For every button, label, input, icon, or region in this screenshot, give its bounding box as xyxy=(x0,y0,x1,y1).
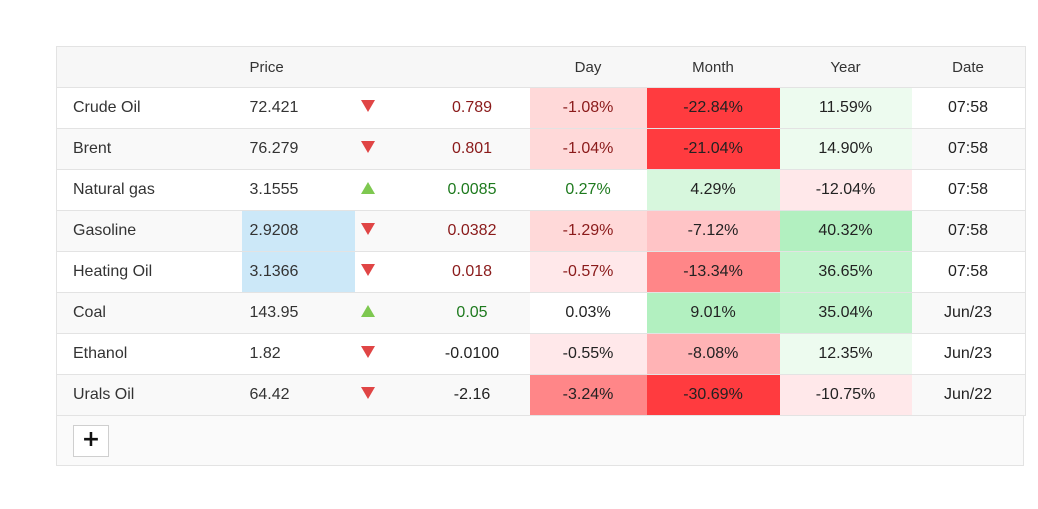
direction-cell xyxy=(354,128,415,170)
triangle-up-icon xyxy=(360,305,375,317)
date-cell: 07:58 xyxy=(911,128,1025,170)
triangle-down-icon xyxy=(360,264,375,276)
commodity-name-link[interactable]: Crude Oil xyxy=(56,87,242,129)
month-percent-cell: -30.69% xyxy=(646,374,780,416)
triangle-down-icon xyxy=(360,223,375,235)
header-change xyxy=(414,46,530,88)
month-percent-cell: -13.34% xyxy=(646,251,780,293)
date-cell: Jun/23 xyxy=(911,333,1025,375)
price-cell: 64.42 xyxy=(241,374,355,416)
date-cell: 07:58 xyxy=(911,251,1025,293)
change-cell: 0.05 xyxy=(414,292,530,334)
table-row[interactable]: Heating Oil 3.1366 0.018 -0.57% -13.34% 36.65… xyxy=(56,251,1025,293)
year-percent-cell: 12.35% xyxy=(779,333,912,375)
year-percent-cell: 11.59% xyxy=(779,87,912,129)
table-row[interactable]: Gasoline 2.9208 0.0382 -1.29% -7.12% 40.32% 07… xyxy=(56,210,1025,252)
date-cell: Jun/23 xyxy=(911,292,1025,334)
header-name xyxy=(56,46,242,88)
price-cell: 2.9208 xyxy=(241,210,355,252)
year-percent-cell: 35.04% xyxy=(779,292,912,334)
table-row[interactable]: Urals Oil 64.42 -2.16 -3.24% -30.69% -10.75% J… xyxy=(56,374,1025,416)
header-date[interactable]: Date xyxy=(911,46,1025,88)
commodity-name-link[interactable]: Gasoline xyxy=(56,210,242,252)
month-percent-cell: -22.84% xyxy=(646,87,780,129)
triangle-down-icon xyxy=(360,387,375,399)
header-price[interactable]: Price xyxy=(241,46,355,88)
header-month[interactable]: Month xyxy=(646,46,780,88)
change-cell: -2.16 xyxy=(414,374,530,416)
table-row[interactable]: Crude Oil 72.421 0.789 -1.08% -22.84% 11.59% 0… xyxy=(56,87,1025,129)
price-cell: 76.279 xyxy=(241,128,355,170)
day-percent-cell: 0.27% xyxy=(529,169,647,211)
date-cell: 07:58 xyxy=(911,169,1025,211)
day-percent-cell: -0.55% xyxy=(529,333,647,375)
year-percent-cell: 40.32% xyxy=(779,210,912,252)
triangle-down-icon xyxy=(360,346,375,358)
direction-cell xyxy=(354,87,415,129)
year-percent-cell: 36.65% xyxy=(779,251,912,293)
commodity-name-link[interactable]: Urals Oil xyxy=(56,374,242,416)
day-percent-cell: -1.04% xyxy=(529,128,647,170)
commodity-name-link[interactable]: Heating Oil xyxy=(56,251,242,293)
change-cell: 0.801 xyxy=(414,128,530,170)
table-header-row: Price Day Month Year Date xyxy=(56,46,1025,88)
commodities-table: Price Day Month Year Date Crude Oil 72.42… xyxy=(56,46,1026,416)
change-cell: 0.0085 xyxy=(414,169,530,211)
change-cell: -0.0100 xyxy=(414,333,530,375)
price-cell: 143.95 xyxy=(241,292,355,334)
price-cell: 3.1555 xyxy=(241,169,355,211)
commodities-table-widget: Price Day Month Year Date Crude Oil 72.42… xyxy=(56,46,1026,466)
year-percent-cell: 14.90% xyxy=(779,128,912,170)
commodity-name-link[interactable]: Coal xyxy=(56,292,242,334)
commodity-name-link[interactable]: Brent xyxy=(56,128,242,170)
direction-cell xyxy=(354,292,415,334)
direction-cell xyxy=(354,210,415,252)
triangle-down-icon xyxy=(360,141,375,153)
add-row-button[interactable]: + xyxy=(73,425,109,457)
change-cell: 0.0382 xyxy=(414,210,530,252)
table-row[interactable]: Natural gas 3.1555 0.0085 0.27% 4.29% -12.04%… xyxy=(56,169,1025,211)
day-percent-cell: -1.08% xyxy=(529,87,647,129)
table-footer: + xyxy=(56,416,1024,466)
direction-cell xyxy=(354,169,415,211)
price-cell: 3.1366 xyxy=(241,251,355,293)
table-row[interactable]: Brent 76.279 0.801 -1.04% -21.04% 14.90% 07:58 xyxy=(56,128,1025,170)
triangle-down-icon xyxy=(360,100,375,112)
commodity-name-link[interactable]: Ethanol xyxy=(56,333,242,375)
month-percent-cell: 4.29% xyxy=(646,169,780,211)
day-percent-cell: -0.57% xyxy=(529,251,647,293)
date-cell: 07:58 xyxy=(911,87,1025,129)
year-percent-cell: -12.04% xyxy=(779,169,912,211)
month-percent-cell: 9.01% xyxy=(646,292,780,334)
direction-cell xyxy=(354,333,415,375)
commodity-name-link[interactable]: Natural gas xyxy=(56,169,242,211)
table-row[interactable]: Coal 143.95 0.05 0.03% 9.01% 35.04% Jun/23 xyxy=(56,292,1025,334)
date-cell: Jun/22 xyxy=(911,374,1025,416)
header-year[interactable]: Year xyxy=(779,46,912,88)
header-day[interactable]: Day xyxy=(529,46,647,88)
day-percent-cell: -1.29% xyxy=(529,210,647,252)
change-cell: 0.789 xyxy=(414,87,530,129)
day-percent-cell: 0.03% xyxy=(529,292,647,334)
direction-cell xyxy=(354,374,415,416)
day-percent-cell: -3.24% xyxy=(529,374,647,416)
change-cell: 0.018 xyxy=(414,251,530,293)
price-cell: 72.421 xyxy=(241,87,355,129)
month-percent-cell: -21.04% xyxy=(646,128,780,170)
price-cell: 1.82 xyxy=(241,333,355,375)
date-cell: 07:58 xyxy=(911,210,1025,252)
triangle-up-icon xyxy=(360,182,375,194)
header-arrow xyxy=(354,46,415,88)
year-percent-cell: -10.75% xyxy=(779,374,912,416)
table-row[interactable]: Ethanol 1.82 -0.0100 -0.55% -8.08% 12.35% Jun/… xyxy=(56,333,1025,375)
month-percent-cell: -7.12% xyxy=(646,210,780,252)
month-percent-cell: -8.08% xyxy=(646,333,780,375)
direction-cell xyxy=(354,251,415,293)
